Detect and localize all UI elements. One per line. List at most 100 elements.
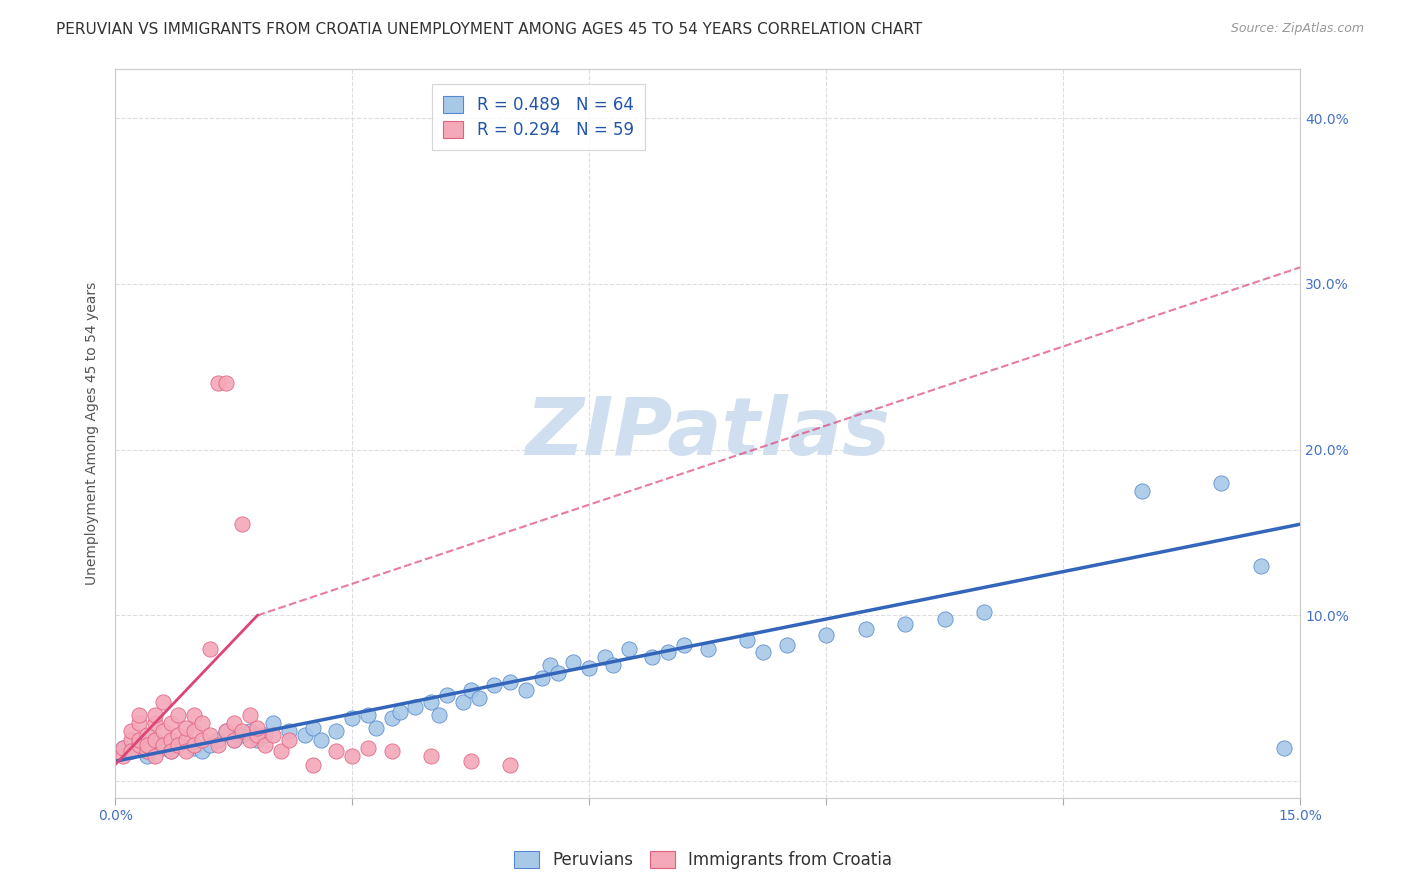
Point (460, 682, 482, 697)
Point (381, 744, 404, 758)
Point (325, 724, 347, 739)
Point (270, 744, 292, 758)
Y-axis label: Unemployment Among Ages 45 to 54 years: Unemployment Among Ages 45 to 54 years (86, 282, 100, 585)
Point (934, 612, 956, 626)
Point (183, 707, 205, 722)
Point (973, 605, 995, 619)
Point (578, 661, 600, 675)
Point (388, 705, 411, 719)
Point (176, 732, 198, 747)
Point (460, 754, 482, 768)
Point (894, 616, 917, 631)
Point (191, 744, 214, 758)
Point (547, 666, 569, 681)
Point (420, 749, 443, 764)
Point (207, 376, 229, 391)
Point (167, 738, 190, 752)
Point (246, 732, 269, 747)
Point (238, 707, 260, 722)
Point (278, 732, 301, 747)
Point (364, 721, 387, 735)
Point (262, 728, 284, 742)
Point (167, 738, 190, 752)
Point (222, 732, 245, 747)
Point (128, 707, 150, 722)
Point (128, 716, 150, 731)
Point (294, 728, 316, 742)
Point (198, 641, 221, 656)
Point (467, 691, 489, 706)
Point (602, 658, 624, 673)
Point (215, 376, 238, 391)
Point (112, 741, 135, 756)
Point (152, 724, 174, 739)
Point (1209, 475, 1232, 490)
Point (855, 622, 877, 636)
Legend: R = 0.489   N = 64, R = 0.294   N = 59: R = 0.489 N = 64, R = 0.294 N = 59 (432, 84, 645, 151)
Point (152, 741, 174, 756)
Point (515, 682, 537, 697)
Point (238, 724, 260, 739)
Point (776, 638, 799, 652)
Point (278, 724, 301, 739)
Point (135, 749, 157, 764)
Point (309, 732, 332, 747)
Point (222, 716, 245, 731)
Point (238, 732, 260, 747)
Point (246, 728, 269, 742)
Point (183, 741, 205, 756)
Point (254, 738, 277, 752)
Point (254, 728, 277, 742)
Point (198, 738, 221, 752)
Point (159, 732, 181, 747)
Point (135, 738, 157, 752)
Point (696, 641, 718, 656)
Point (159, 744, 181, 758)
Point (735, 633, 758, 648)
Point (135, 744, 157, 758)
Point (451, 695, 474, 709)
Text: ZIPatlas: ZIPatlas (526, 394, 890, 472)
Point (215, 724, 238, 739)
Point (120, 744, 142, 758)
Point (815, 628, 838, 642)
Point (420, 695, 443, 709)
Point (301, 757, 323, 772)
Legend: Peruvians, Immigrants from Croatia: Peruvians, Immigrants from Croatia (503, 841, 903, 880)
Point (143, 716, 166, 731)
Point (183, 738, 205, 752)
Point (499, 757, 522, 772)
Point (484, 678, 506, 692)
Point (207, 738, 229, 752)
Point (562, 655, 585, 669)
Point (427, 707, 450, 722)
Point (176, 744, 198, 758)
Point (404, 699, 426, 714)
Point (120, 732, 142, 747)
Point (1272, 741, 1295, 756)
Point (152, 738, 174, 752)
Point (342, 711, 364, 725)
Point (381, 711, 404, 725)
Point (191, 732, 214, 747)
Point (246, 721, 269, 735)
Point (357, 707, 380, 722)
Point (135, 728, 157, 742)
Point (657, 645, 679, 659)
Point (112, 741, 135, 756)
Point (752, 645, 775, 659)
Point (436, 688, 458, 702)
Point (152, 695, 174, 709)
Point (301, 721, 323, 735)
Point (167, 707, 190, 722)
Point (530, 671, 553, 685)
Point (120, 744, 142, 758)
Point (167, 728, 190, 742)
Point (128, 738, 150, 752)
Point (176, 732, 198, 747)
Point (231, 517, 253, 532)
Point (641, 649, 664, 664)
Point (325, 744, 347, 758)
Point (499, 674, 522, 689)
Point (143, 707, 166, 722)
